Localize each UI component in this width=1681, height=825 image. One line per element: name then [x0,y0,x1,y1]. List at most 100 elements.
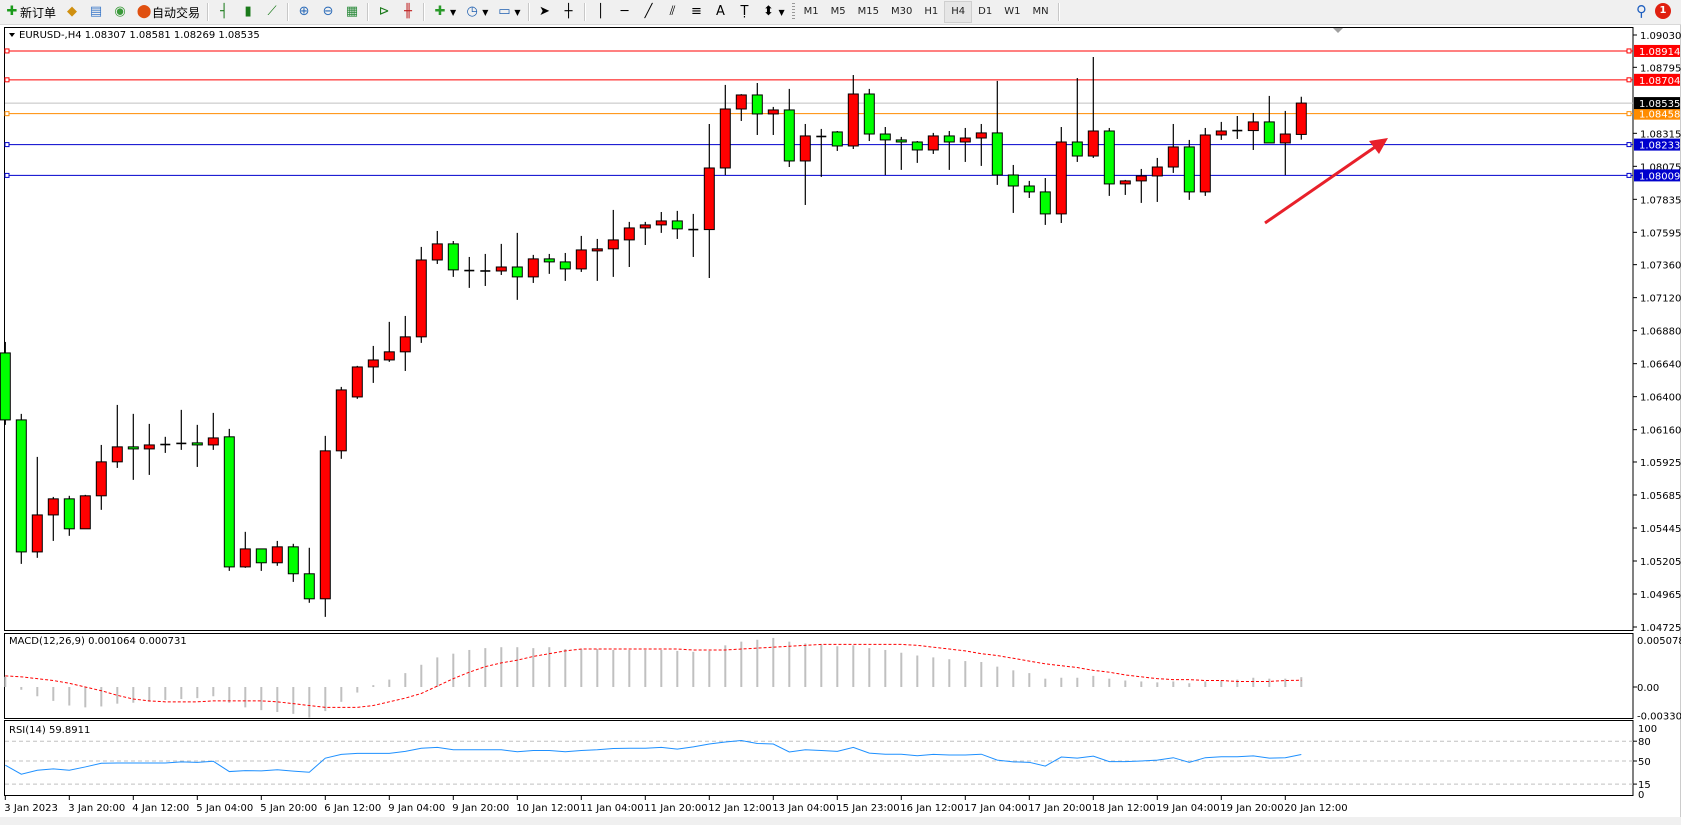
price-tick-label: 1.07835 [1640,195,1681,206]
level-handle[interactable] [4,77,10,83]
time-tick-label: 5 Jan 04:00 [196,803,253,814]
periods-button[interactable]: ◷ ▼ [460,1,492,23]
bar-chart-icon: ┤ [220,4,228,19]
timeframe-m1[interactable]: M1 [803,6,819,17]
auto-trading-button[interactable]: ⬤ 自动交易 [132,1,204,23]
level-price-label: 1.08233 [1639,141,1680,152]
level-price-label: 1.08704 [1639,76,1680,87]
rsi-tick-label: 0 [1638,790,1644,801]
candle-bear [895,139,907,143]
divider [583,3,586,21]
candle-bear [863,93,875,135]
text-button[interactable]: A [709,1,733,23]
macd-histogram-bar [340,687,343,702]
price-tick-label: 1.06640 [1640,360,1681,371]
cursor-button[interactable]: ➤ [533,1,557,23]
horizontal-line-button[interactable]: ─ [613,1,637,23]
time-tick-label: 16 Jan 12:00 [900,803,963,814]
fibonacci-fan-button[interactable]: ≡ [685,1,709,23]
fibonacci-button[interactable]: ⫽ [661,1,685,23]
chart-shift-marker[interactable] [1333,28,1343,33]
new-chart-button[interactable]: ✚ ▼ [428,1,460,23]
search-icon[interactable]: ⚲ [1636,2,1647,20]
level-handle[interactable] [4,142,10,148]
tile-windows-icon: ▦ [345,4,359,19]
macd-histogram-bar [1124,680,1127,687]
line-chart-button[interactable]: ⟋ [260,1,284,23]
timeframe-h1[interactable]: H1 [924,6,939,17]
macd-histogram-bar [116,687,119,704]
new-chart-icon: ✚ [434,4,446,19]
level-handle[interactable] [1626,48,1632,54]
time-tick-label: 10 Jan 12:00 [516,803,579,814]
auto-trading-icon: ⬤ [136,4,152,19]
candle-bull [575,249,587,270]
candle-bull [399,336,411,353]
navigator-button[interactable]: ▤ [84,1,108,23]
time-tick-label: 20 Jan 12:00 [1284,803,1347,814]
level-handle[interactable] [1626,111,1632,117]
chart-shift-button[interactable]: ⊳ [372,1,396,23]
vertical-line-button[interactable]: │ [589,1,613,23]
metaeditor-button[interactable]: ◆ [60,1,84,23]
candle-bull [607,239,619,250]
candle-bull [1279,133,1291,144]
macd-histogram-bar [324,687,327,712]
macd-tick-label: 0.005078 [1637,636,1681,647]
macd-histogram-bar [964,661,967,687]
candle-bull [207,437,219,446]
trendline-button[interactable]: ╱ [637,1,661,23]
bar-chart-button[interactable]: ┤ [212,1,236,23]
chart-menu-triangle-icon[interactable] [9,33,15,37]
zoom-in-button[interactable]: ⊕ [292,1,316,23]
level-handle[interactable] [1626,172,1632,178]
chart-window[interactable]: EURUSD-,H4 1.08307 1.08581 1.08269 1.085… [0,25,1681,825]
time-tick-label: 9 Jan 04:00 [388,803,445,814]
rsi-tick-label: 80 [1638,737,1651,748]
macd-histogram-bar [660,649,663,687]
macd-histogram-bar [772,637,775,687]
candlestick-button[interactable]: ▮ [236,1,260,23]
tile-windows-button[interactable]: ▦ [340,1,364,23]
toolbar-grip[interactable] [791,3,795,21]
timeframe-mn[interactable]: MN [1032,6,1049,17]
timeframe-w1[interactable]: W1 [1004,6,1021,17]
macd-histogram-bar [868,648,871,687]
candle-bear [511,266,523,278]
level-handle[interactable] [4,111,10,117]
macd-histogram-bar [164,687,167,700]
candle-bear [63,498,75,530]
text-label-button[interactable]: Ṭ [733,1,757,23]
timeframe-m15[interactable]: M15 [857,6,880,17]
new-order-button[interactable]: ✚ 新订单 [0,1,60,23]
timeframe-m5[interactable]: M5 [830,6,846,17]
candle-bear [559,261,571,270]
crosshair-button[interactable]: ┼ [557,1,581,23]
trend-arrow-line[interactable] [1264,143,1379,225]
timeframe-d1[interactable]: D1 [978,6,993,17]
candle-bull [1199,134,1211,193]
macd-histogram-bar [132,687,135,703]
timeframe-m30[interactable]: M30 [891,6,913,17]
candle-bear [223,436,235,568]
macd-histogram-bar [196,687,199,699]
macd-histogram-bar [788,641,791,687]
macd-histogram-bar [580,649,583,687]
timeframe-h4[interactable]: H4 [944,1,973,23]
macd-histogram-bar [388,679,391,687]
zoom-out-button[interactable]: ⊖ [316,1,340,23]
macd-histogram-bar [724,645,727,687]
level-handle[interactable] [1626,77,1632,83]
level-price-label: 1.08009 [1639,171,1680,182]
templates-button[interactable]: ▭ ▼ [492,1,524,23]
autoscroll-button[interactable]: ╫ [396,1,420,23]
level-handle[interactable] [1626,142,1632,148]
signals-button[interactable]: ◉ [108,1,132,23]
level-handle[interactable] [4,172,10,178]
level-handle[interactable] [4,48,10,54]
zoom-in-icon: ⊕ [298,4,310,19]
notification-badge[interactable]: 1 [1655,3,1671,19]
candle-bear [943,135,955,143]
arrows-button[interactable]: ⬍ ▼ [757,1,789,23]
macd-histogram-bar [4,676,7,687]
